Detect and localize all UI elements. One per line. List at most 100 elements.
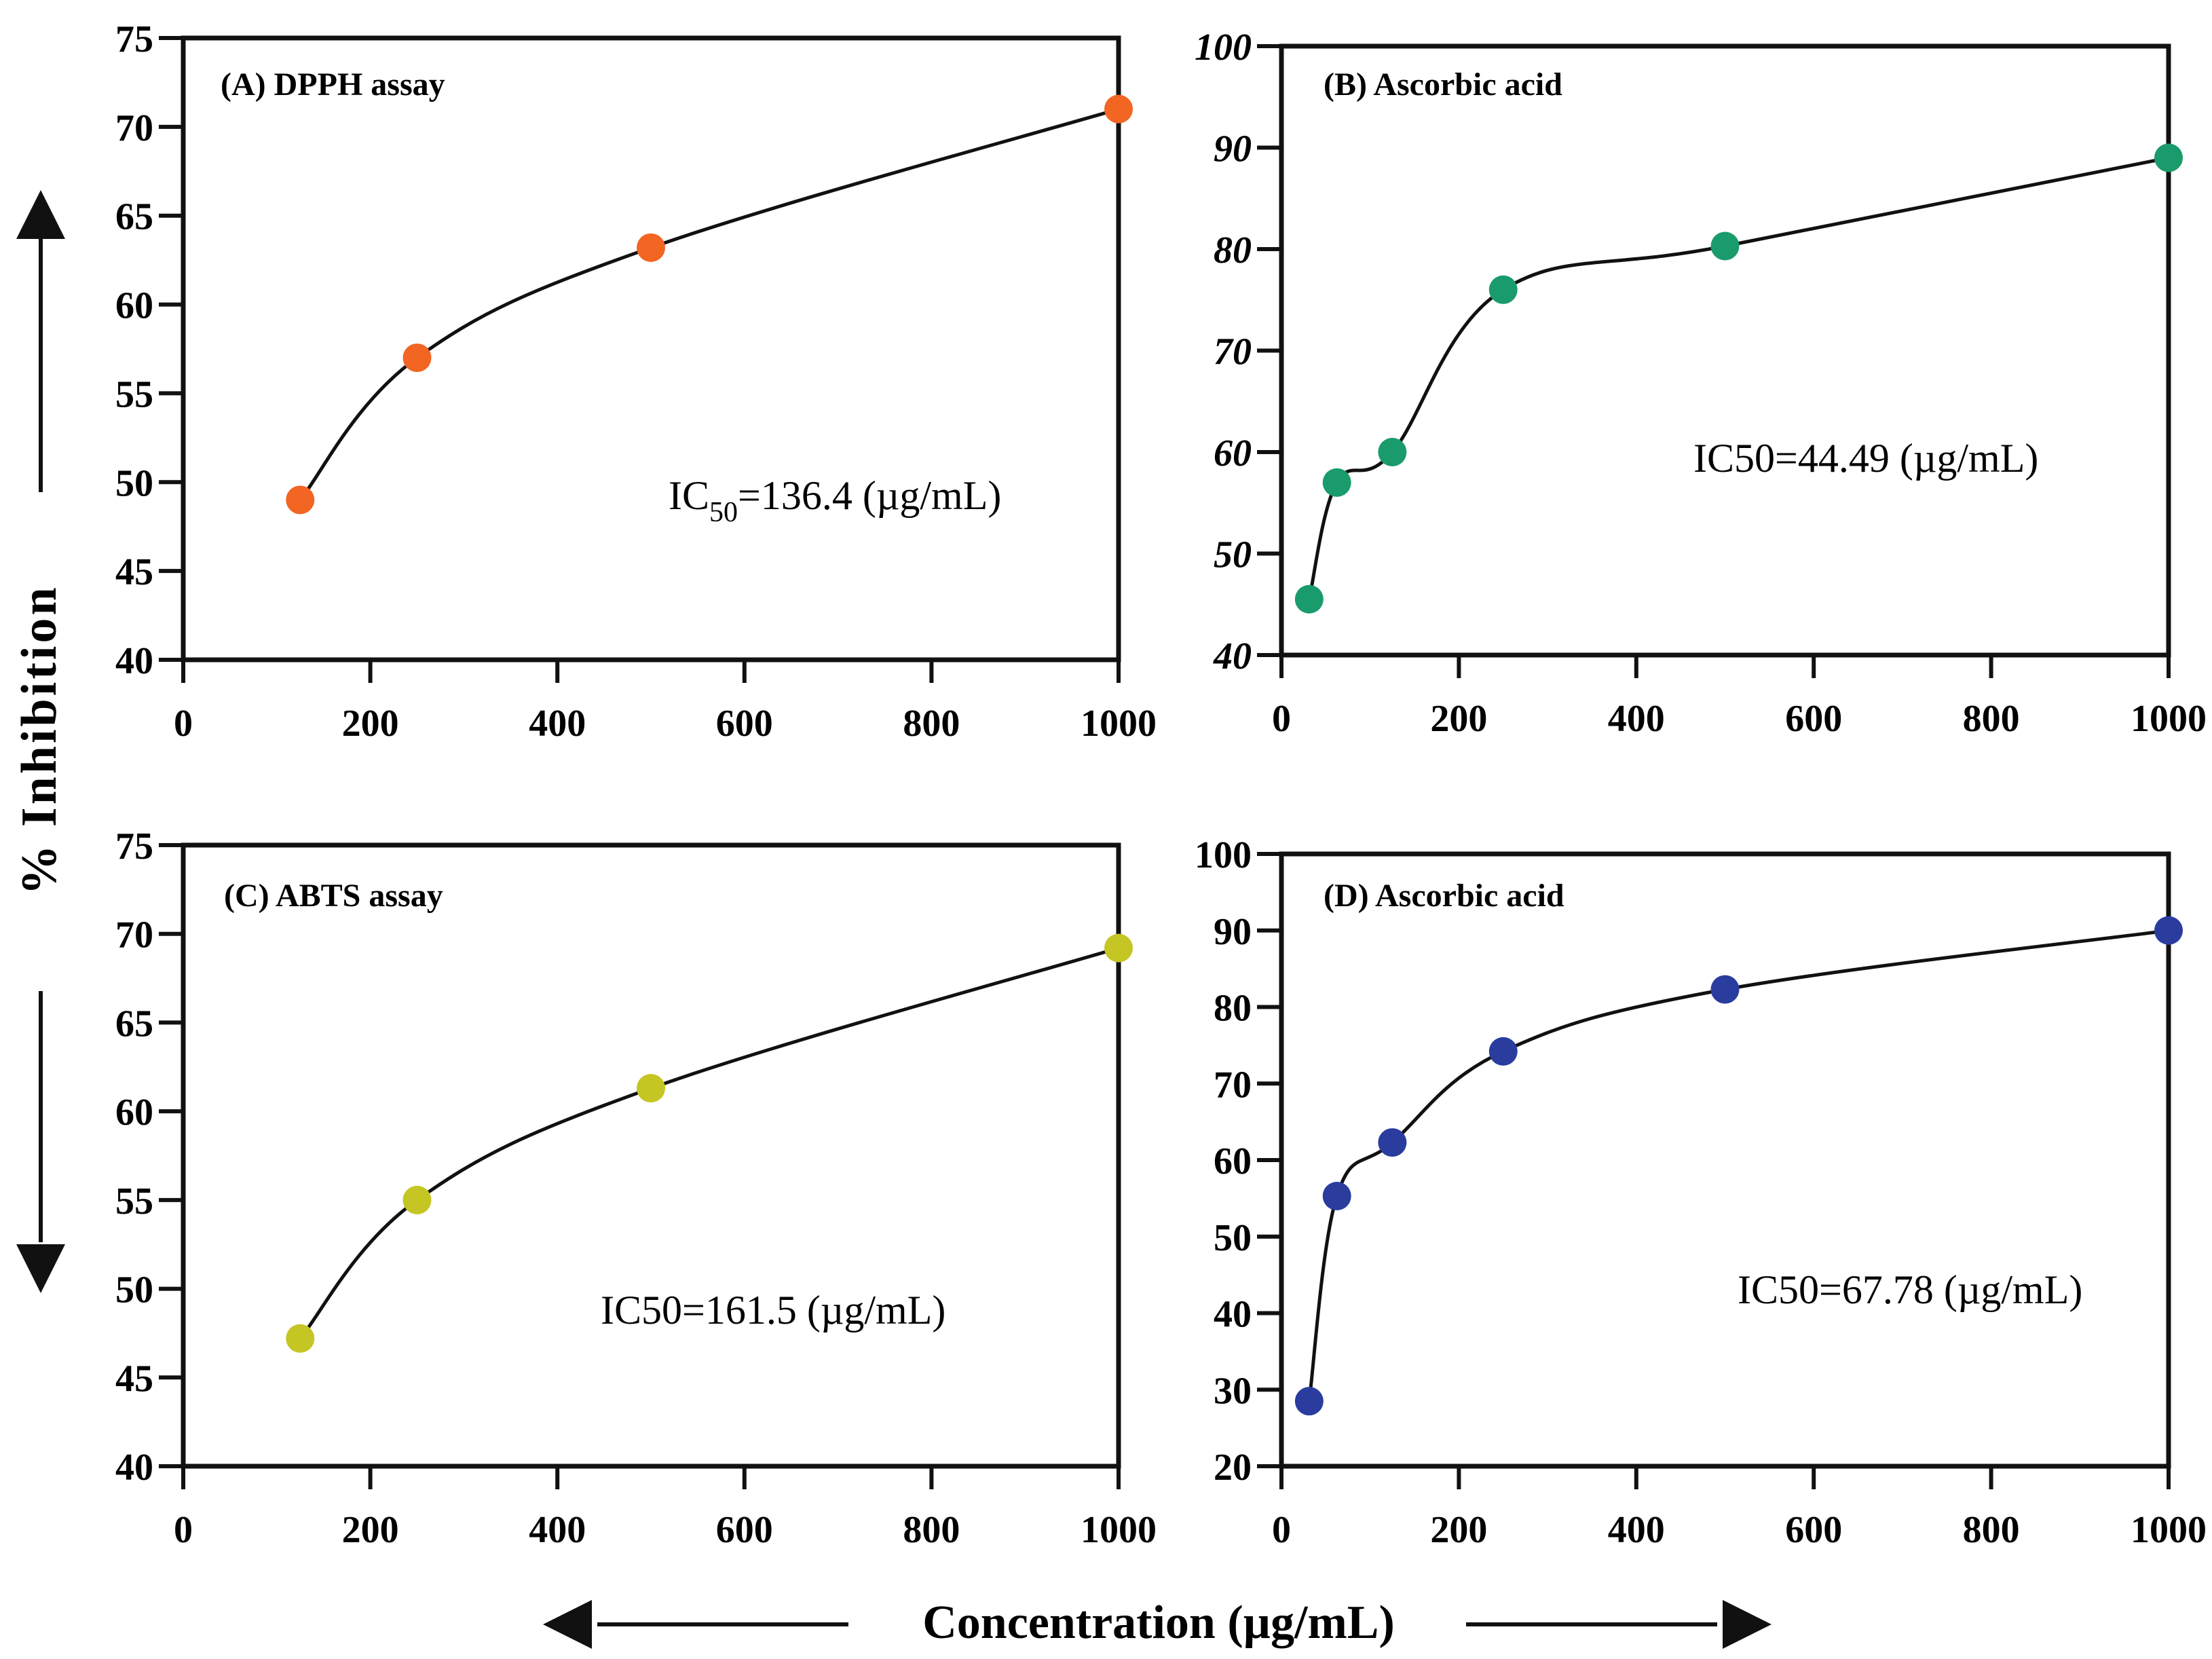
x-tick-label: 200 <box>342 703 399 745</box>
arrow-right-icon <box>1723 1600 1772 1649</box>
ic50-annotation: IC50=161.5 (µg/mL) <box>601 1288 945 1332</box>
y-tick-label: 50 <box>1214 1217 1252 1259</box>
x-tick-label: 1000 <box>1081 703 1157 745</box>
x-tick-label: 200 <box>342 1509 399 1551</box>
x-tick-label: 600 <box>716 1509 773 1551</box>
chart-panel-2: 40 45 50 55 60 65 70 75 0 200 400 600 800 1000 (C) ABT… <box>115 825 1157 1551</box>
y-tick-label: 60 <box>1214 1140 1252 1182</box>
ic50-annotation: IC50=67.78 (µg/mL) <box>1738 1267 2082 1312</box>
y-tick-label: 80 <box>1214 988 1252 1030</box>
y-tick-label: 100 <box>1195 834 1252 876</box>
y-tick-label: 45 <box>115 1358 153 1400</box>
x-tick-label: 400 <box>529 1509 586 1551</box>
y-tick-label: 60 <box>115 285 153 327</box>
y-tick-label: 60 <box>1214 432 1252 474</box>
x-tick-label: 600 <box>716 703 773 745</box>
data-point <box>2154 143 2183 172</box>
y-tick-label: 65 <box>115 1003 153 1045</box>
panel-title: (C) ABTS assay <box>224 878 443 914</box>
plot-frame <box>181 35 1121 663</box>
x-tick-label: 400 <box>1608 1509 1665 1551</box>
x-tick-label: 400 <box>1608 698 1665 740</box>
x-tick-label: 1000 <box>1081 1509 1157 1551</box>
x-tick-label: 400 <box>529 703 586 745</box>
data-point <box>1710 231 1740 261</box>
y-tick-label: 50 <box>1214 534 1252 576</box>
x-tick-label: 0 <box>174 1509 193 1551</box>
data-point <box>402 343 432 373</box>
ic50-annotation: IC50=44.49 (µg/mL) <box>1693 436 2038 481</box>
data-point <box>286 485 315 515</box>
data-point <box>1294 1387 1324 1416</box>
ic50-annotation: IC50=136.4 (µg/mL) <box>669 473 1001 528</box>
data-point <box>1322 1181 1351 1210</box>
y-tick-label: 50 <box>115 462 153 504</box>
plot-frame <box>181 842 1121 1469</box>
x-axis-label: Concentration (µg/mL) <box>922 1597 1395 1649</box>
data-point <box>402 1185 432 1214</box>
y-tick-label: 50 <box>115 1269 153 1311</box>
plot-frame <box>1279 43 2171 658</box>
data-point <box>1488 1037 1518 1066</box>
x-tick-label: 800 <box>903 1509 960 1551</box>
y-axis-label: % Inhibition <box>12 584 67 895</box>
chart-panel-0: 40 45 50 55 60 65 70 75 0 200 400 600 800 1000 (A) DPP… <box>115 18 1157 745</box>
y-tick-label: 70 <box>1214 1064 1252 1106</box>
y-tick-label: 45 <box>115 551 153 593</box>
y-tick-label: 65 <box>115 196 153 238</box>
y-tick-label: 75 <box>115 18 153 60</box>
panel-title: (B) Ascorbic acid <box>1324 67 1562 102</box>
data-point <box>1378 438 1407 466</box>
arrow-up-icon <box>16 190 65 239</box>
data-point <box>637 233 665 262</box>
x-tick-label: 200 <box>1430 1509 1487 1551</box>
data-point <box>1104 94 1133 124</box>
panel-title: (A) DPPH assay <box>221 67 445 102</box>
y-tick-label: 80 <box>1214 229 1252 272</box>
data-point <box>1488 275 1518 304</box>
arrow-left-icon <box>543 1600 592 1649</box>
y-tick-label: 40 <box>1214 1294 1252 1336</box>
y-tick-label: 30 <box>1214 1370 1252 1412</box>
x-tick-label: 200 <box>1430 698 1487 740</box>
y-tick-label: 40 <box>1213 635 1252 677</box>
x-axis-arrows <box>543 1600 1772 1649</box>
y-tick-label: 70 <box>115 107 153 149</box>
fit-curve <box>299 946 1119 1340</box>
data-point <box>286 1324 315 1353</box>
x-tick-label: 0 <box>1272 698 1291 740</box>
data-point <box>1294 584 1324 614</box>
x-tick-label: 1000 <box>2131 698 2207 740</box>
x-tick-label: 600 <box>1785 1509 1842 1551</box>
y-tick-label: 60 <box>115 1092 153 1134</box>
fit-curve <box>1307 929 2169 1402</box>
y-tick-label: 75 <box>115 825 153 868</box>
y-tick-label: 20 <box>1214 1447 1252 1489</box>
data-point <box>2154 916 2183 945</box>
x-tick-label: 1000 <box>2131 1509 2207 1551</box>
y-tick-label: 90 <box>1214 911 1252 953</box>
data-point <box>1378 1128 1407 1157</box>
fit-curve <box>299 107 1119 502</box>
data-point <box>1104 933 1133 963</box>
fit-curve <box>1307 156 2169 600</box>
data-point <box>1322 468 1351 497</box>
x-tick-label: 800 <box>1963 1509 2020 1551</box>
y-tick-label: 100 <box>1195 26 1252 69</box>
y-tick-label: 40 <box>115 1447 153 1489</box>
arrow-down-icon <box>16 1244 65 1293</box>
data-point <box>1710 975 1740 1004</box>
x-tick-label: 600 <box>1785 698 1842 740</box>
y-axis-arrows <box>16 190 65 1293</box>
y-tick-label: 70 <box>115 914 153 956</box>
panel-title: (D) Ascorbic acid <box>1324 878 1564 914</box>
y-tick-label: 90 <box>1214 128 1252 170</box>
x-tick-label: 800 <box>903 703 960 745</box>
x-tick-label: 0 <box>174 703 193 745</box>
y-tick-label: 55 <box>115 1180 153 1223</box>
y-tick-label: 70 <box>1214 331 1252 373</box>
y-tick-label: 55 <box>115 373 153 415</box>
